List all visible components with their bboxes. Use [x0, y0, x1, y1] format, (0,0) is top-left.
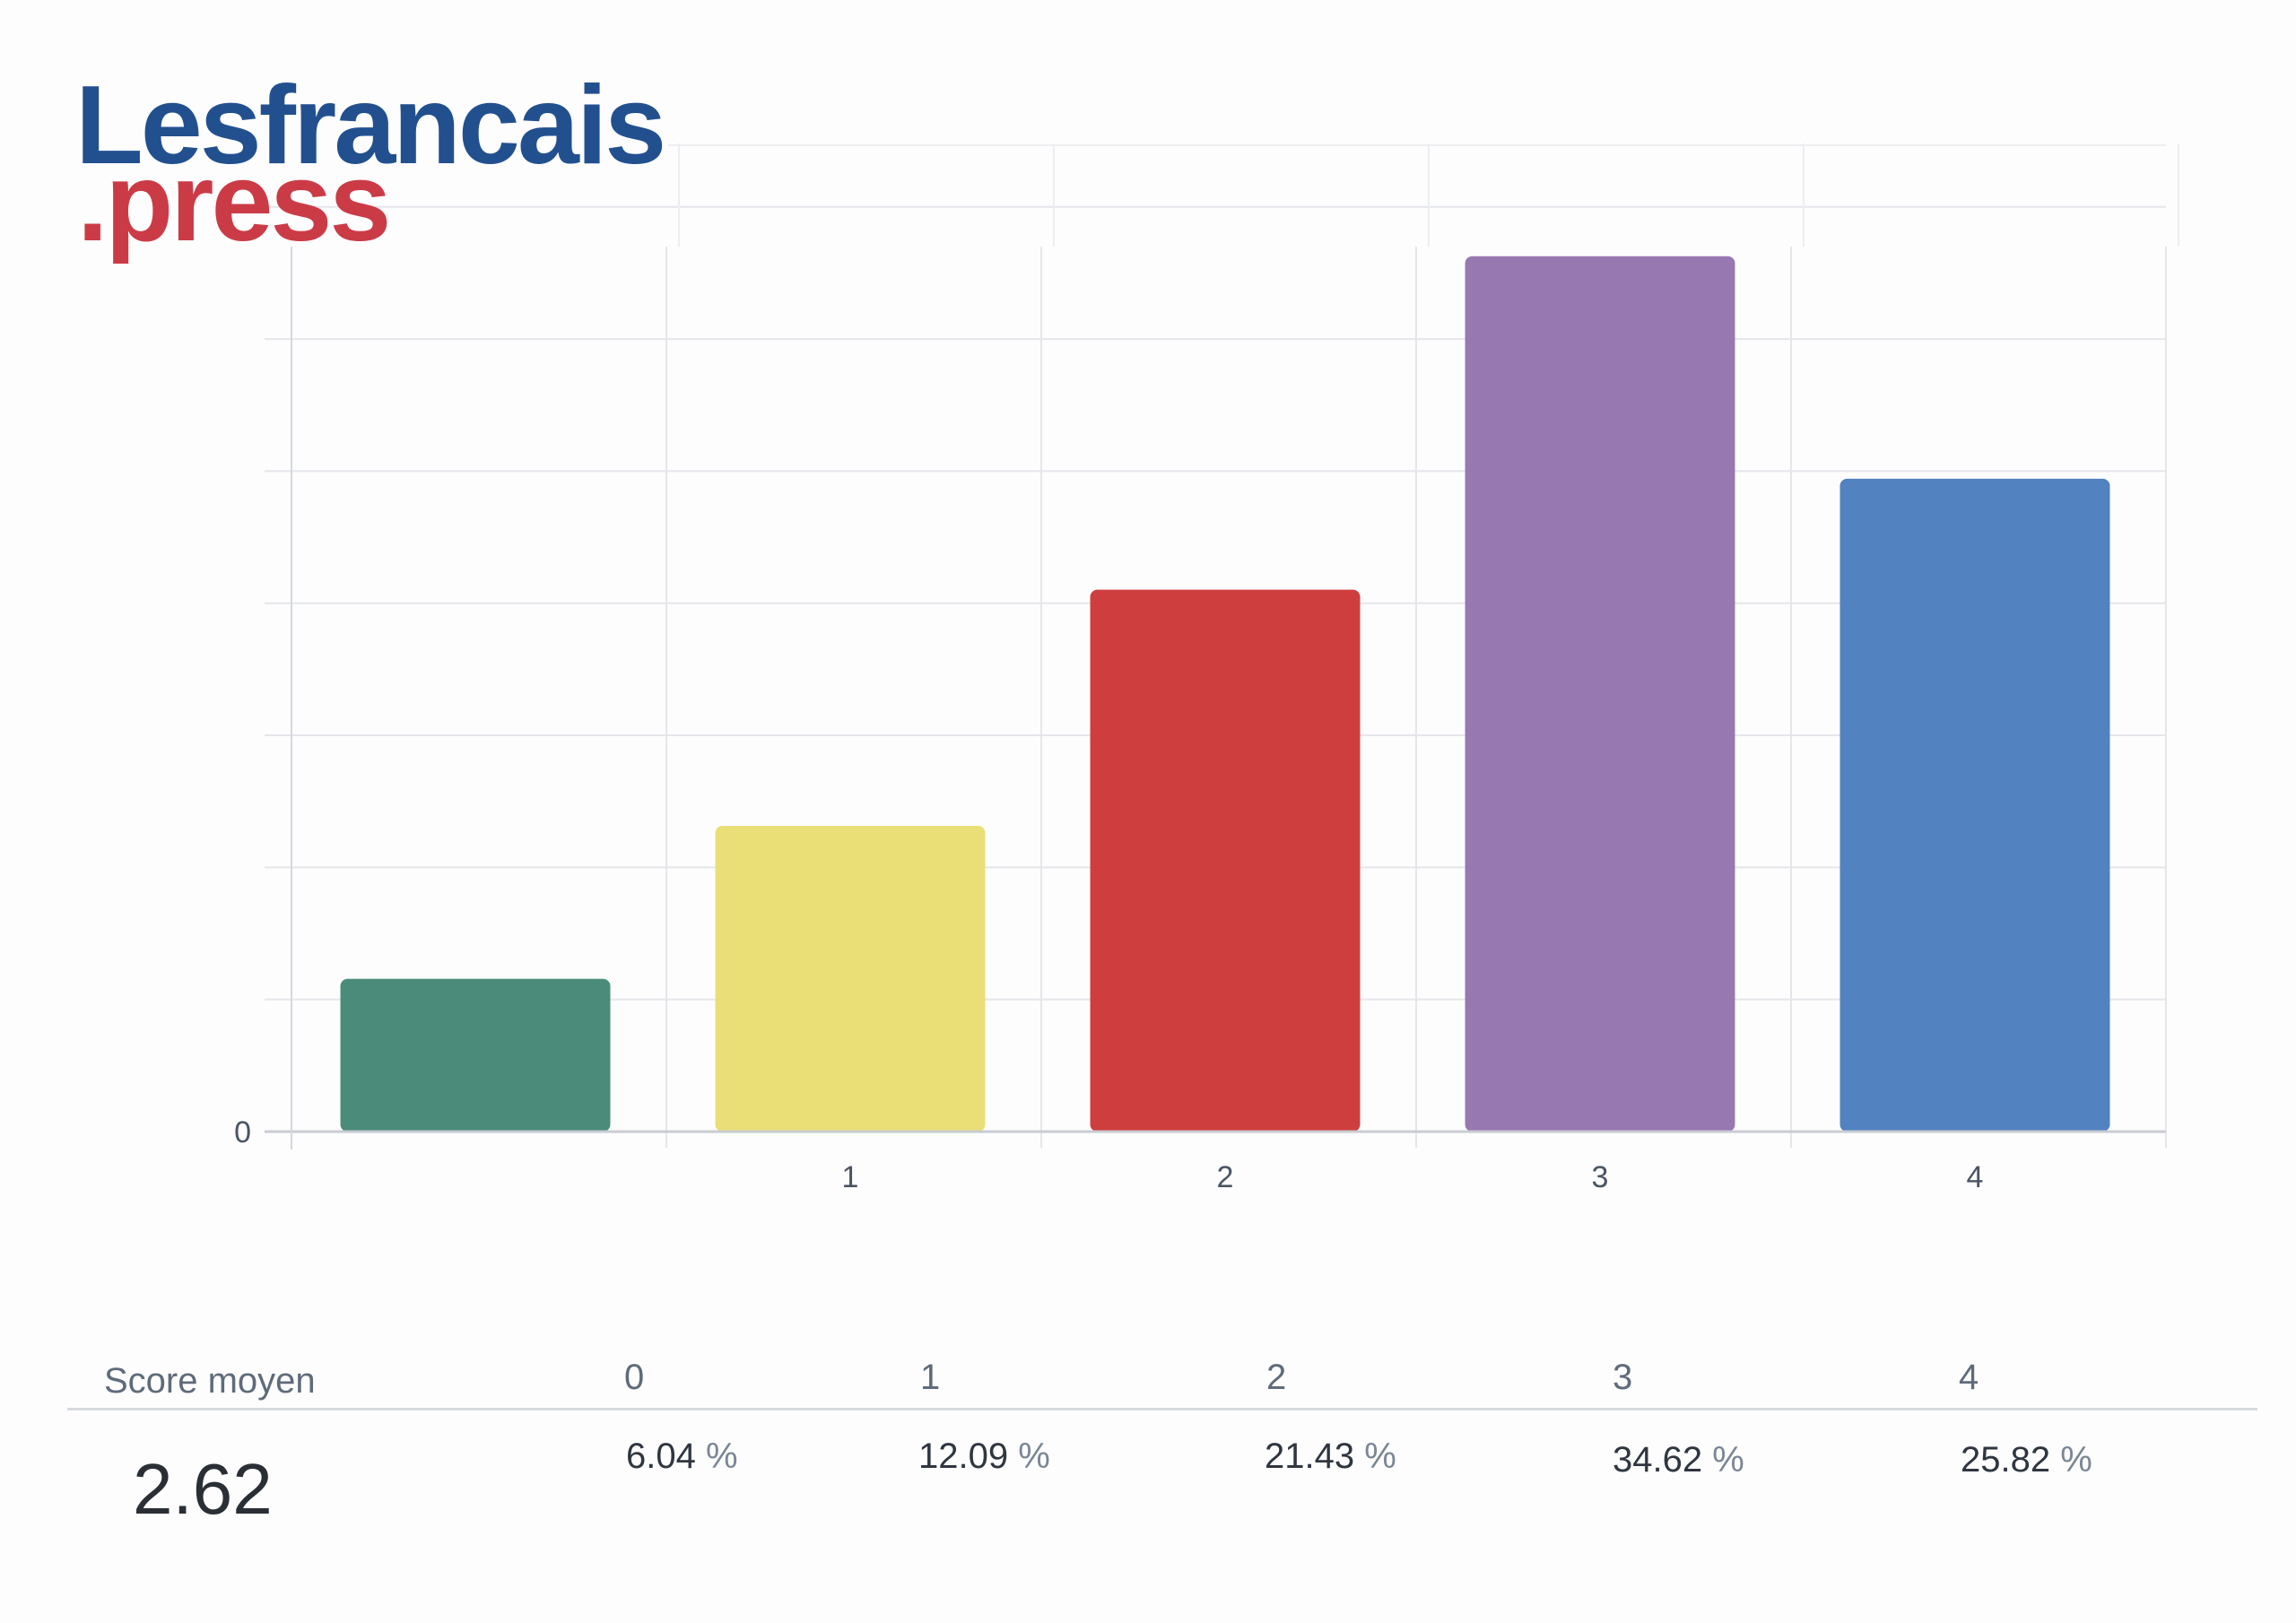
percent-number: 25.82	[1961, 1440, 2051, 1480]
logo-text-primary: Lesfrancais	[75, 64, 666, 187]
score-label: Score moyen	[104, 1361, 316, 1401]
column-header: 4	[1959, 1358, 1979, 1397]
column-header: 0	[624, 1358, 645, 1397]
bar	[1465, 256, 1735, 1132]
percent-unit: %	[705, 1436, 738, 1476]
percent-unit: %	[2060, 1440, 2092, 1480]
summary-divider	[67, 1408, 2257, 1410]
chart-tick-labels: 1 2 3 4 0	[234, 1115, 1983, 1194]
x-tick-label: 2	[1217, 1160, 1234, 1194]
x-tick-label: 4	[1967, 1160, 1984, 1194]
bar	[1090, 589, 1361, 1132]
percent-value: 6.04 %	[626, 1436, 738, 1477]
bar	[715, 826, 986, 1132]
logo-text-secondary: .press	[77, 141, 391, 265]
percent-unit: %	[1712, 1440, 1744, 1480]
percent-unit: %	[1018, 1436, 1050, 1476]
x-tick-label: 1	[842, 1160, 859, 1194]
chart-bars	[340, 256, 2110, 1132]
brand-logo: Lesfrancais .press	[75, 64, 666, 265]
percent-number: 34.62	[1613, 1440, 1703, 1480]
percent-value: 21.43 %	[1265, 1436, 1396, 1477]
column-header: 3	[1613, 1358, 1633, 1397]
chart-grid	[265, 143, 2179, 1148]
x-tick-label: 3	[1592, 1160, 1609, 1194]
column-header: 2	[1266, 1358, 1287, 1397]
y-tick-label: 0	[234, 1115, 251, 1150]
percent-value: 25.82 %	[1961, 1440, 2092, 1480]
percent-value: 34.62 %	[1613, 1440, 1744, 1480]
bar	[340, 978, 611, 1132]
bar	[1839, 478, 2110, 1132]
percent-value: 12.09 %	[918, 1436, 1050, 1477]
score-value: 2.62	[133, 1449, 273, 1529]
chart-axis	[265, 247, 2166, 1150]
percent-number: 6.04	[626, 1436, 696, 1476]
percent-number: 21.43	[1265, 1436, 1355, 1476]
percent-unit: %	[1364, 1436, 1396, 1476]
column-header: 1	[920, 1358, 941, 1397]
percent-number: 12.09	[918, 1436, 1009, 1476]
bar-chart: 1 2 3 4 0	[234, 143, 2179, 1194]
